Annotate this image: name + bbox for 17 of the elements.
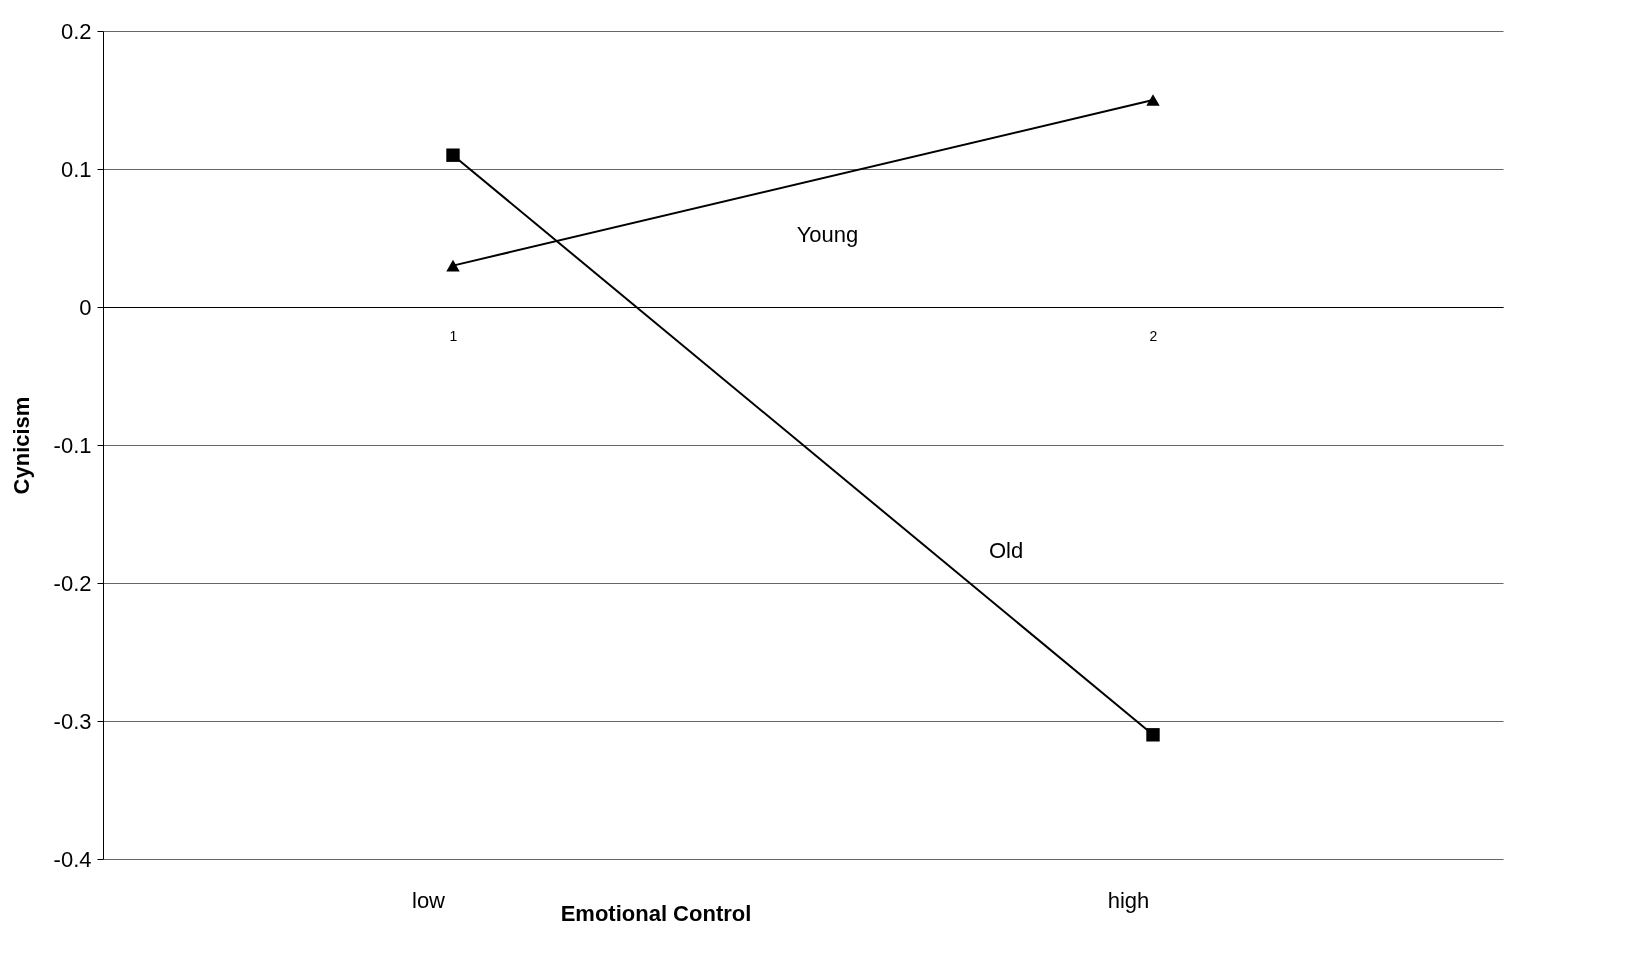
y-tick-label: -0.1 [53, 432, 92, 458]
y-tick-label: -0.3 [53, 708, 92, 734]
point [446, 148, 460, 162]
y-tick-label: 0.1 [60, 156, 92, 182]
y-axis-title: Cynicism [8, 396, 34, 495]
x-tick-label: 2 [1149, 327, 1158, 344]
y-tick-label: 0 [79, 294, 92, 320]
point [1146, 728, 1160, 742]
y-tick-label: -0.4 [53, 846, 92, 872]
y-tick-label: 0.2 [60, 18, 92, 44]
series-label: Young [796, 221, 859, 247]
series-label: Old [988, 537, 1024, 563]
text: low [411, 888, 446, 913]
text: high [1107, 888, 1150, 913]
x-axis-title: Emotional Control [560, 901, 752, 926]
x-tick-label: 1 [449, 327, 458, 344]
y-tick-label: -0.2 [53, 570, 92, 596]
